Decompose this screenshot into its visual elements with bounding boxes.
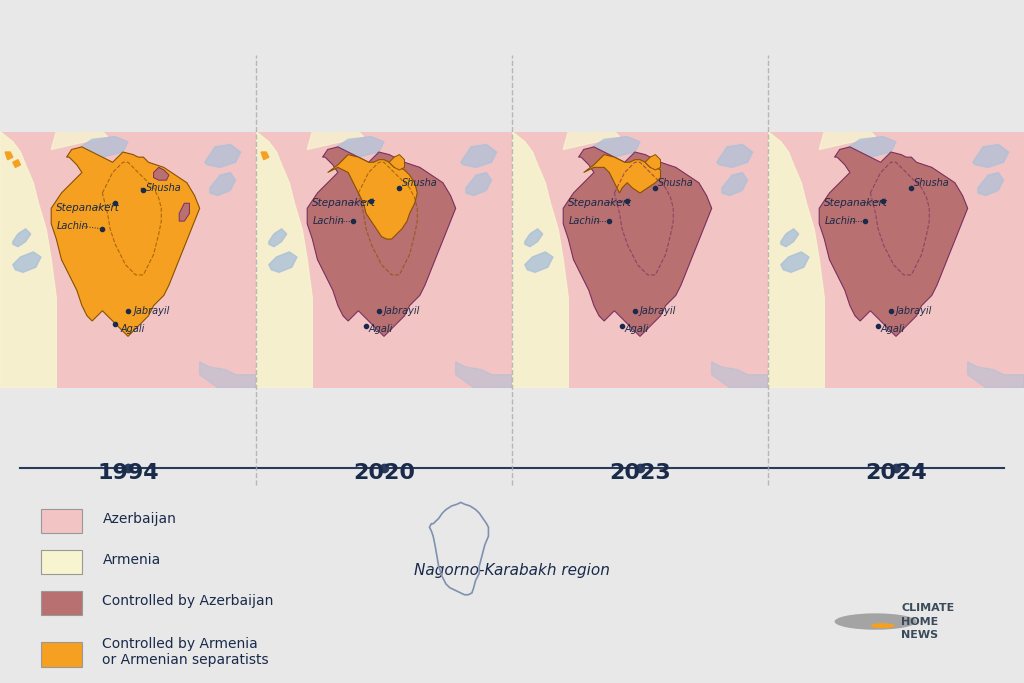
FancyBboxPatch shape <box>41 550 82 574</box>
Text: 2020: 2020 <box>353 463 415 484</box>
Polygon shape <box>461 144 497 167</box>
Polygon shape <box>51 147 200 336</box>
Polygon shape <box>780 252 809 273</box>
Text: Jabrayil: Jabrayil <box>896 306 933 316</box>
Text: Agali: Agali <box>625 324 649 334</box>
Polygon shape <box>268 252 297 273</box>
Polygon shape <box>768 132 1024 387</box>
Text: Jabrayil: Jabrayil <box>384 306 421 316</box>
Polygon shape <box>179 204 189 221</box>
Polygon shape <box>5 152 12 160</box>
Polygon shape <box>456 362 512 387</box>
Polygon shape <box>819 132 876 150</box>
Polygon shape <box>722 173 748 195</box>
Text: Agali: Agali <box>369 324 393 334</box>
Polygon shape <box>524 252 553 273</box>
Text: Shusha: Shusha <box>145 183 181 193</box>
Text: Agali: Agali <box>121 324 144 334</box>
Polygon shape <box>563 132 620 150</box>
Text: Nagorno-Karabakh region: Nagorno-Karabakh region <box>414 563 610 578</box>
Polygon shape <box>200 362 256 387</box>
FancyBboxPatch shape <box>41 509 82 533</box>
Polygon shape <box>205 144 241 167</box>
Polygon shape <box>768 132 824 387</box>
Text: Controlled by Armenia
or Armenian separatists: Controlled by Armenia or Armenian separa… <box>102 637 269 667</box>
Polygon shape <box>973 144 1009 167</box>
Polygon shape <box>524 229 543 247</box>
Polygon shape <box>389 154 404 170</box>
Polygon shape <box>307 147 456 336</box>
Polygon shape <box>12 160 20 167</box>
Polygon shape <box>51 132 108 150</box>
Circle shape <box>835 613 916 630</box>
Text: Shusha: Shusha <box>657 178 693 188</box>
Polygon shape <box>512 132 768 387</box>
Polygon shape <box>645 154 660 170</box>
Circle shape <box>870 623 895 628</box>
Polygon shape <box>12 229 31 247</box>
Polygon shape <box>12 252 41 273</box>
Text: Controlled by Azerbaijan: Controlled by Azerbaijan <box>102 594 273 608</box>
Polygon shape <box>512 132 568 387</box>
Text: Azerbaijan: Azerbaijan <box>102 512 176 526</box>
Text: Lachin: Lachin <box>56 221 88 232</box>
Polygon shape <box>0 132 256 387</box>
Polygon shape <box>780 229 799 247</box>
Text: Stepanakert: Stepanakert <box>824 198 888 208</box>
Polygon shape <box>845 137 896 157</box>
Text: Armenia: Armenia <box>102 553 161 567</box>
Text: Lachin: Lachin <box>312 216 344 226</box>
Polygon shape <box>154 167 169 180</box>
Polygon shape <box>256 132 512 387</box>
Text: Jabrayil: Jabrayil <box>133 306 170 316</box>
Text: Jabrayil: Jabrayil <box>640 306 677 316</box>
Polygon shape <box>333 137 384 157</box>
Polygon shape <box>268 229 287 247</box>
Text: Agali: Agali <box>881 324 905 334</box>
Text: Lachin: Lachin <box>824 216 856 226</box>
Polygon shape <box>0 132 56 387</box>
Text: Stepanakert: Stepanakert <box>56 204 120 213</box>
Text: Stepanakert: Stepanakert <box>312 198 376 208</box>
Text: Stepanakert: Stepanakert <box>568 198 632 208</box>
Polygon shape <box>328 154 418 239</box>
Polygon shape <box>256 132 312 387</box>
Polygon shape <box>968 362 1024 387</box>
Text: 2024: 2024 <box>865 463 927 484</box>
Polygon shape <box>712 362 768 387</box>
Polygon shape <box>819 147 968 336</box>
Polygon shape <box>717 144 753 167</box>
Polygon shape <box>261 152 268 160</box>
Polygon shape <box>210 173 236 195</box>
Text: Shusha: Shusha <box>913 178 949 188</box>
Polygon shape <box>584 154 660 193</box>
Polygon shape <box>466 173 492 195</box>
FancyBboxPatch shape <box>41 642 82 667</box>
Polygon shape <box>307 132 364 150</box>
Text: CLIMATE
HOME
NEWS: CLIMATE HOME NEWS <box>901 603 954 640</box>
Polygon shape <box>589 137 640 157</box>
Polygon shape <box>563 147 712 336</box>
Polygon shape <box>978 173 1004 195</box>
Text: 2023: 2023 <box>609 463 671 484</box>
Text: Lachin: Lachin <box>568 216 600 226</box>
FancyBboxPatch shape <box>41 591 82 615</box>
Polygon shape <box>77 137 128 157</box>
Text: Shusha: Shusha <box>401 178 437 188</box>
Text: 1994: 1994 <box>97 463 159 484</box>
